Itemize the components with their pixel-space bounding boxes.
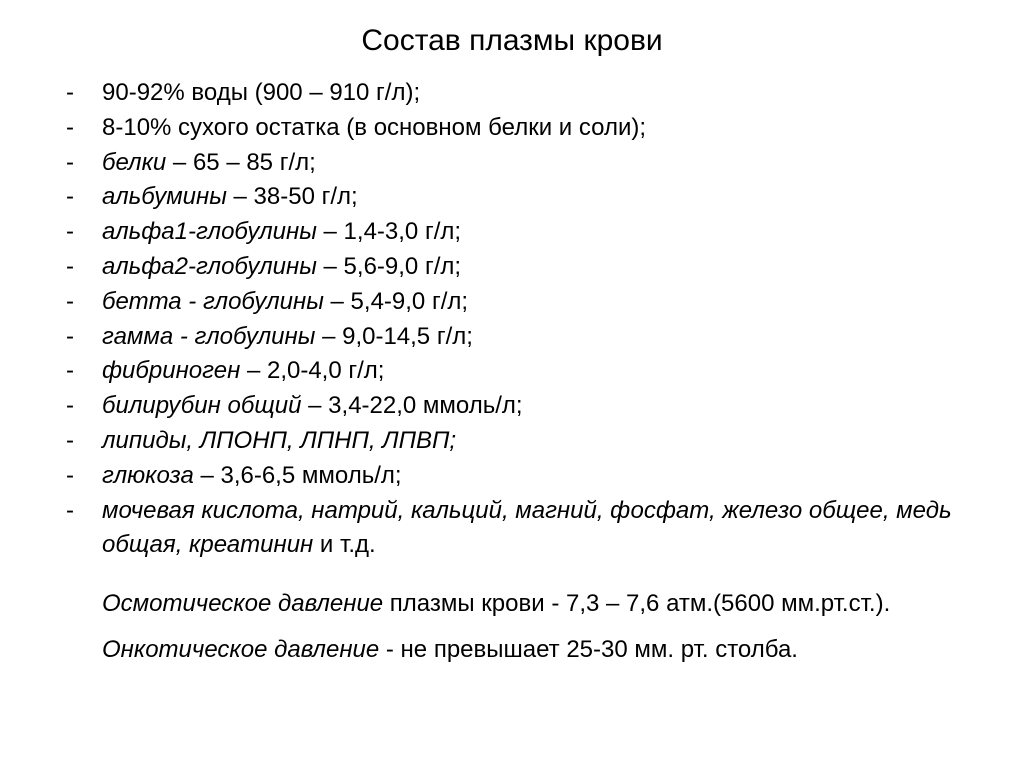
osmotic-term: Осмотическое давление	[102, 590, 383, 617]
list-item: гамма - глобулины – 9,0-14,5 г/л;	[66, 320, 976, 355]
item-term: фибриноген	[102, 357, 240, 384]
list-item: альфа2-глобулины – 5,6-9,0 г/л;	[66, 250, 976, 285]
list-item: глюкоза – 3,6-6,5 ммоль/л;	[66, 459, 976, 494]
list-item: белки – 65 – 85 г/л;	[66, 146, 976, 181]
item-term: гамма - глобулины	[102, 323, 315, 350]
item-term: бетта - глобулины	[102, 288, 324, 315]
item-value: – 38-50 г/л;	[227, 183, 358, 210]
list-item: мочевая кислота, натрий, кальций, магний…	[66, 494, 976, 564]
item-term: белки	[102, 149, 166, 176]
list-item: альбумины – 38-50 г/л;	[66, 180, 976, 215]
item-value: – 3,4-22,0 ммоль/л;	[302, 392, 523, 419]
osmotic-pressure: Осмотическое давление плазмы крови - 7,3…	[48, 587, 976, 621]
item-term: мочевая кислота, натрий, кальций, магний…	[102, 497, 952, 559]
list-item: 90-92% воды (900 – 910 г/л);	[66, 76, 976, 111]
item-value: – 5,6-9,0 г/л;	[317, 253, 461, 280]
item-text: 8-10% сухого остатка (в основном белки и…	[102, 114, 646, 141]
item-text: липиды, ЛПОНП, ЛПНП, ЛПВП;	[102, 427, 456, 454]
item-value: – 1,4-3,0 г/л;	[317, 218, 461, 245]
list-item: альфа1-глобулины – 1,4-3,0 г/л;	[66, 215, 976, 250]
slide: Состав плазмы крови 90-92% воды (900 – 9…	[0, 0, 1024, 767]
item-value: – 5,4-9,0 г/л;	[324, 288, 468, 315]
oncotic-value: - не превышает 25-30 мм. рт. столба.	[379, 636, 798, 663]
composition-list: 90-92% воды (900 – 910 г/л); 8-10% сухог…	[48, 76, 976, 563]
oncotic-pressure: Онкотическое давление - не превышает 25-…	[48, 633, 976, 667]
item-term: альбумины	[102, 183, 227, 210]
list-item: 8-10% сухого остатка (в основном белки и…	[66, 111, 976, 146]
item-value: – 9,0-14,5 г/л;	[315, 323, 473, 350]
item-term: билирубин общий	[102, 392, 302, 419]
item-value: и т.д.	[313, 531, 375, 558]
oncotic-term: Онкотическое давление	[102, 636, 379, 663]
item-term: альфа2-глобулины	[102, 253, 317, 280]
list-item: липиды, ЛПОНП, ЛПНП, ЛПВП;	[66, 424, 976, 459]
item-text: 90-92% воды (900 – 910 г/л);	[102, 79, 420, 106]
item-term: альфа1-глобулины	[102, 218, 317, 245]
item-value: – 3,6-6,5 ммоль/л;	[194, 462, 402, 489]
osmotic-value: плазмы крови - 7,3 – 7,6 атм.(5600 мм.рт…	[383, 590, 890, 617]
page-title: Состав плазмы крови	[48, 24, 976, 58]
list-item: бетта - глобулины – 5,4-9,0 г/л;	[66, 285, 976, 320]
item-term: глюкоза	[102, 462, 194, 489]
list-item: фибриноген – 2,0-4,0 г/л;	[66, 354, 976, 389]
item-value: – 2,0-4,0 г/л;	[240, 357, 384, 384]
list-item: билирубин общий – 3,4-22,0 ммоль/л;	[66, 389, 976, 424]
item-value: – 65 – 85 г/л;	[166, 149, 316, 176]
